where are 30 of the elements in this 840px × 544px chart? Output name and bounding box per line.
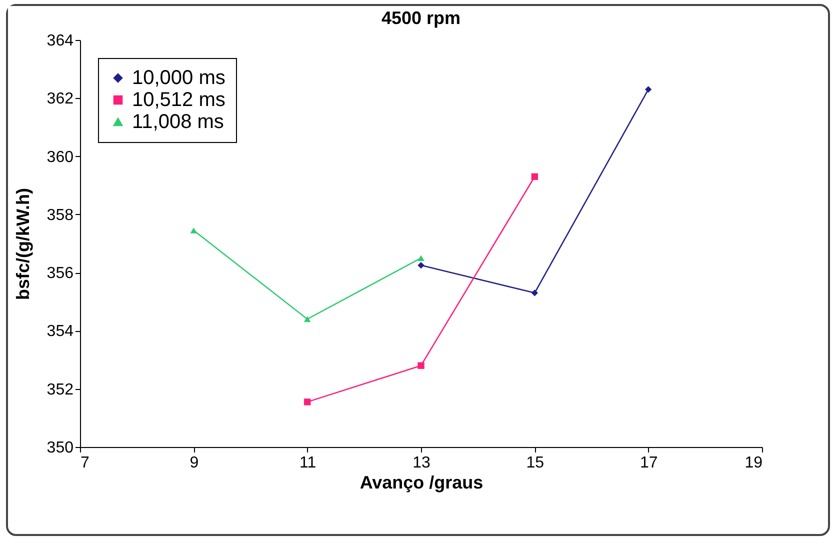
x-tick-label: 9 [190,454,199,472]
y-tick-label: 360 [46,148,74,166]
y-tick-label: 362 [46,90,74,108]
chart-title: 4500 rpm [381,8,461,28]
legend-label: 10,512 ms [132,89,226,111]
point [304,398,311,406]
legend-label: 11,008 ms [132,111,224,133]
point [531,173,538,180]
x-tick-label: 13 [412,454,430,472]
point [190,228,198,234]
y-tick-label: 352 [46,381,74,398]
point [418,262,424,269]
y-tick-label: 358 [46,206,74,224]
legend-label: 10,000 ms [132,67,226,89]
y-tick-label: 356 [46,265,74,282]
point [418,362,424,369]
x-tick-label: 7 [80,454,90,472]
point [531,290,538,296]
y-tick-label: 364 [46,32,74,50]
y-tick-label: 350 [46,440,74,456]
y-tick-label: 354 [46,323,74,340]
point [304,316,311,322]
x-tick-label: 15 [526,454,544,472]
point [644,86,652,93]
x-tick-label: 11 [300,454,316,472]
x-tick-label: 17 [640,454,658,472]
x-axis-title: Avanço /graus [360,472,484,492]
y-axis-title: bsfc/(g/kW.h) [12,188,33,300]
point [418,255,424,261]
x-tick-label: 19 [744,454,763,472]
